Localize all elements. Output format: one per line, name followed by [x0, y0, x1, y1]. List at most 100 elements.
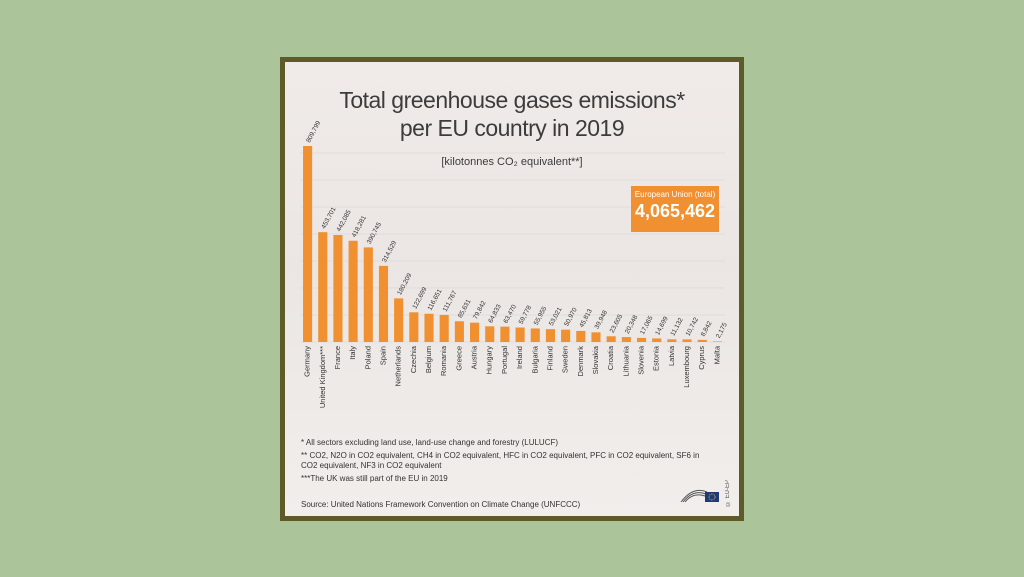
bar-estonia: [652, 338, 662, 342]
footnote-3: ***The UK was still part of the EU in 20…: [301, 474, 448, 483]
bar-croatia: [606, 336, 616, 342]
bar-hungary: [485, 326, 495, 342]
eu-total-badge: European Union (total) 4,065,462: [631, 186, 719, 232]
category-label: Hungary: [485, 346, 494, 375]
value-label: 418,281: [351, 214, 368, 238]
value-label: 809,799: [305, 120, 322, 144]
category-label: Bulgaria: [530, 345, 539, 373]
bar-austria: [470, 322, 480, 342]
footnotes: * All sectors excluding land use, land-u…: [301, 438, 711, 487]
value-label: 64,833: [487, 303, 503, 324]
value-label: 50,970: [563, 306, 579, 327]
category-label: Belgium: [424, 346, 433, 373]
bar-chart: 809,799 Germany 453,701 United Kingdom*** 44…: [300, 120, 729, 408]
value-label: 10,742: [685, 316, 701, 337]
value-label: 2,175: [715, 321, 729, 339]
bar-denmark: [576, 330, 586, 342]
category-label: Ireland: [515, 346, 524, 369]
bar-spain: [378, 265, 389, 342]
category-label: Croatia: [606, 345, 615, 370]
category-label: Poland: [363, 346, 372, 369]
bar-belgium: [424, 313, 434, 342]
category-label: Slovakia: [591, 345, 600, 374]
bar-finland: [545, 329, 555, 342]
source-note: Source: United Nations Framework Convent…: [301, 500, 581, 509]
copyright-text: © EU-EP: [725, 480, 731, 507]
bar-ireland: [515, 327, 525, 342]
value-label: 79,842: [472, 299, 488, 320]
category-label: Cyprus: [697, 346, 706, 370]
bar-netherlands: [394, 298, 404, 342]
bar-slovakia: [591, 332, 601, 342]
bar-italy: [348, 240, 358, 342]
title-line-1: Total greenhouse gases emissions*: [339, 87, 685, 113]
value-label: 39,948: [594, 309, 610, 330]
category-label: Spain: [378, 346, 387, 365]
infographic-frame: Total greenhouse gases emissions* per EU…: [280, 57, 744, 521]
category-label: Portugal: [500, 346, 509, 374]
category-label: Greece: [454, 346, 463, 371]
bar-slovenia: [636, 337, 647, 342]
value-label: 116,651: [427, 288, 444, 312]
eu-total-value: 4,065,462: [634, 201, 716, 221]
bar-cyprus: [697, 339, 707, 342]
european-parliament-logo-icon: [680, 489, 719, 503]
chart-subtitle: [kilotonnes CO₂ equivalent**]: [441, 156, 583, 168]
category-label: Netherlands: [394, 346, 403, 387]
value-label: 53,021: [548, 306, 564, 327]
category-label: Romania: [439, 345, 448, 376]
eu-total-label: European Union (total): [634, 190, 716, 199]
category-label: Italy: [348, 346, 357, 360]
value-label: 442,085: [336, 209, 353, 233]
value-label: 122,699: [411, 286, 428, 310]
bar-luxembourg: [682, 339, 692, 342]
value-label: 23,605: [609, 313, 625, 334]
title-line-2: per EU country in 2019: [399, 115, 625, 141]
value-label: 180,209: [396, 272, 413, 296]
bar-bulgaria: [530, 328, 540, 342]
bar-malta: [712, 341, 722, 342]
category-label: Czechia: [409, 345, 418, 373]
value-label: 14,699: [654, 315, 670, 336]
bar-portugal: [500, 326, 510, 342]
value-label: 11,132: [669, 316, 684, 337]
bar-sweden: [561, 329, 571, 342]
category-label: Malta: [712, 345, 721, 364]
value-label: 55,955: [533, 305, 549, 326]
value-label: 453,701: [320, 206, 337, 230]
bar-lithuania: [621, 337, 631, 342]
category-label: Slovenia: [637, 345, 646, 375]
value-label: 8,842: [700, 320, 714, 338]
category-label: Germany: [303, 346, 312, 377]
category-label: Denmark: [576, 346, 585, 377]
bar-latvia: [667, 339, 677, 342]
infographic-card: Total greenhouse gases emissions* per EU…: [285, 62, 739, 516]
value-label: 390,745: [366, 221, 383, 245]
bar-poland: [363, 247, 373, 342]
value-label: 17,065: [639, 315, 655, 336]
category-label: Estonia: [652, 345, 661, 371]
bar-germany: [303, 146, 313, 342]
value-label: 45,813: [578, 308, 594, 329]
value-label: 20,348: [624, 314, 640, 335]
category-label: Sweden: [561, 346, 570, 373]
category-label: France: [333, 346, 342, 369]
bar-united-kingdom-: [318, 232, 328, 342]
footnote-2: ** CO2, N2O in CO2 equivalent, CH4 in CO…: [301, 451, 700, 470]
bar-czechia: [409, 312, 419, 342]
category-label: Lithuania: [621, 345, 630, 376]
bar-romania: [439, 314, 449, 342]
category-label: Latvia: [667, 345, 676, 366]
bar-france: [333, 234, 343, 342]
value-label: 85,631: [457, 298, 473, 319]
chart-title: Total greenhouse gases emissions* per EU…: [285, 86, 739, 142]
category-label: Finland: [545, 346, 554, 371]
category-label: Luxembourg: [682, 346, 691, 388]
value-label: 111,767: [442, 289, 459, 313]
category-label: United Kingdom***: [318, 346, 327, 408]
value-label: 314,529: [381, 239, 398, 263]
footnote-1: * All sectors excluding land use, land-u…: [301, 438, 559, 447]
category-label: Austria: [470, 345, 479, 369]
value-label: 63,470: [502, 303, 518, 324]
bar-greece: [454, 321, 464, 342]
